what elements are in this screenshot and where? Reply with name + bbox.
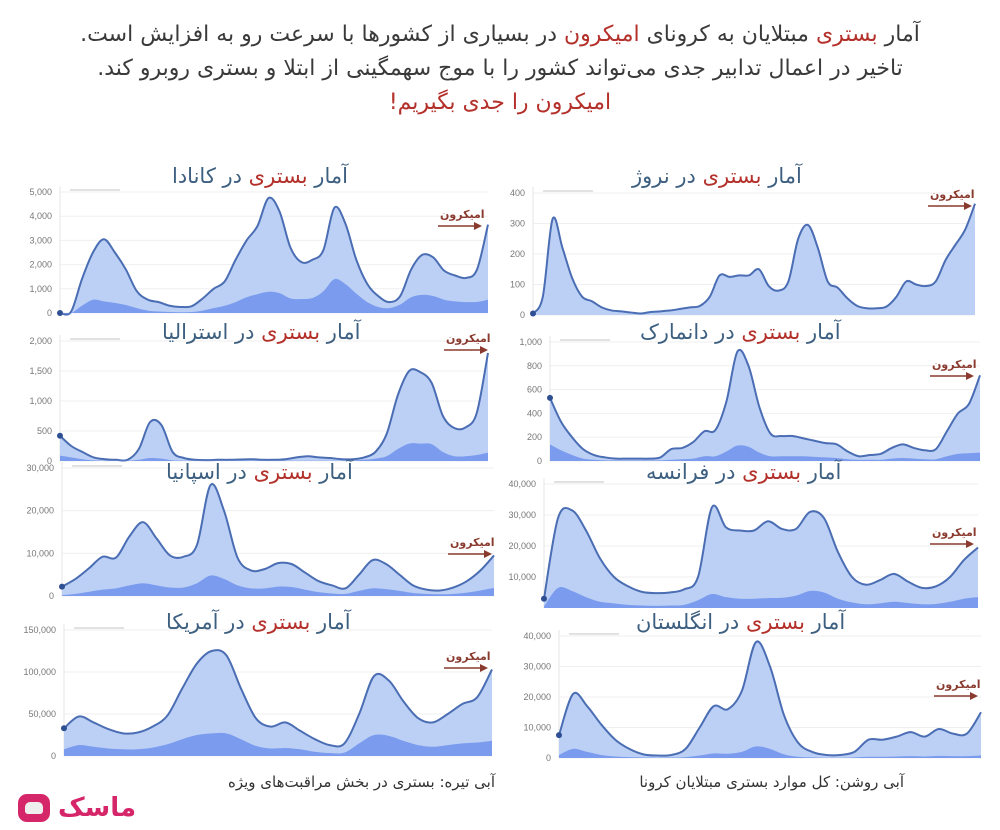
svg-text:0: 0 bbox=[47, 456, 52, 466]
svg-text:3,000: 3,000 bbox=[29, 235, 52, 245]
chart-uk: 0 10,000 20,000 30,000 40,000 آمار بستری در ا… bbox=[500, 604, 1000, 764]
svg-text:30,000: 30,000 bbox=[508, 510, 536, 520]
svg-text:1,000: 1,000 bbox=[29, 396, 52, 406]
total-line bbox=[532, 203, 976, 315]
svg-text:2,000: 2,000 bbox=[29, 336, 52, 346]
total-line bbox=[543, 504, 979, 599]
svg-text:400: 400 bbox=[510, 188, 525, 198]
chart-title: آمار بستری در انگلستان bbox=[636, 610, 846, 634]
total-line bbox=[558, 640, 982, 757]
chart-plot: 0 500 1,000 1,500 2,000 bbox=[29, 335, 489, 466]
chart-france: 10,000 20,000 30,000 40,000 آمار بستری در فر… bbox=[500, 458, 1000, 608]
chart-denmark: 0 200 400 600 800 1,000 آمار بستری در دانمارک ا… bbox=[500, 318, 1000, 466]
chart-title: آمار بستری در نروژ bbox=[632, 164, 802, 188]
svg-text:30,000: 30,000 bbox=[523, 662, 551, 672]
svg-text:200: 200 bbox=[527, 432, 542, 442]
svg-text:0: 0 bbox=[520, 310, 525, 320]
svg-text:50,000: 50,000 bbox=[28, 709, 56, 719]
chart-australia: 0 500 1,000 1,500 2,000 آمار بستری در استرالی… bbox=[0, 318, 495, 466]
omicron-label: امیکرون bbox=[446, 332, 491, 345]
svg-text:150,000: 150,000 bbox=[23, 625, 56, 635]
svg-text:40,000: 40,000 bbox=[508, 479, 536, 489]
legend-dark-blue: آبی تیره: بستری در بخش مراقبت‌های ویژه bbox=[227, 773, 495, 791]
svg-text:40,000: 40,000 bbox=[523, 631, 551, 641]
total-line bbox=[549, 348, 981, 460]
chart-plot: 10,000 20,000 30,000 40,000 bbox=[508, 478, 979, 608]
omicron-label: امیکرون bbox=[932, 358, 977, 371]
svg-text:0: 0 bbox=[47, 308, 52, 318]
headline-line-2: تاخیر در اعمال تدابیر جدی می‌تواند کشور … bbox=[97, 56, 903, 81]
svg-text:1,000: 1,000 bbox=[519, 337, 542, 347]
svg-text:600: 600 bbox=[527, 385, 542, 395]
total-line bbox=[61, 483, 495, 592]
omicron-label: امیکرون bbox=[930, 188, 975, 201]
svg-text:100: 100 bbox=[510, 280, 525, 290]
svg-text:10,000: 10,000 bbox=[508, 572, 536, 582]
chart-title: آمار بستری در آمریکا bbox=[166, 610, 351, 634]
svg-text:4,000: 4,000 bbox=[29, 211, 52, 221]
chart-plot: 0 100 200 300 400 bbox=[510, 187, 976, 320]
total-line bbox=[59, 196, 489, 316]
svg-text:30,000: 30,000 bbox=[26, 463, 54, 473]
chart-plot: 0 10,000 20,000 30,000 bbox=[26, 462, 495, 601]
omicron-label: امیکرون bbox=[936, 678, 981, 691]
mask-icon bbox=[18, 794, 50, 822]
svg-text:1,500: 1,500 bbox=[29, 366, 52, 376]
omicron-label: امیکرون bbox=[440, 208, 485, 221]
svg-text:0: 0 bbox=[546, 753, 551, 763]
chart-title: آمار بستری در استرالیا bbox=[162, 320, 361, 344]
headline: آمار بستری مبتلایان به کرونای امیکرون در… bbox=[0, 18, 1000, 120]
svg-text:400: 400 bbox=[527, 408, 542, 418]
svg-text:800: 800 bbox=[527, 361, 542, 371]
chart-title: آمار بستری در کانادا bbox=[172, 164, 348, 188]
svg-text:20,000: 20,000 bbox=[26, 506, 54, 516]
chart-spain: 0 10,000 20,000 30,000 آمار بستری در اسپانیا… bbox=[0, 458, 495, 603]
omicron-label: امیکرون bbox=[932, 526, 977, 539]
svg-text:10,000: 10,000 bbox=[523, 723, 551, 733]
chart-canada: 0 1,000 2,000 3,000 4,000 5,000 آمار بستری در … bbox=[0, 160, 495, 320]
legend-light-blue: آبی روشن: کل موارد بستری مبتلایان کرونا bbox=[639, 773, 904, 791]
headline-line-1: آمار بستری مبتلایان به کرونای امیکرون در… bbox=[80, 22, 920, 47]
svg-text:0: 0 bbox=[537, 456, 542, 466]
svg-text:10,000: 10,000 bbox=[26, 548, 54, 558]
omicron-label: امیکرون bbox=[446, 650, 491, 663]
omicron-label: امیکرون bbox=[450, 536, 495, 549]
chart-title: آمار بستری در دانمارک bbox=[640, 320, 841, 344]
chart-plot: 0 1,000 2,000 3,000 4,000 5,000 bbox=[29, 186, 489, 318]
total-line bbox=[63, 649, 493, 748]
chart-plot: 0 50,000 100,000 150,000 bbox=[23, 624, 493, 761]
chart-plot: 0 200 400 600 800 1,000 bbox=[519, 336, 981, 466]
total-line bbox=[59, 352, 489, 462]
svg-text:0: 0 bbox=[49, 591, 54, 601]
chart-title: آمار بستری در فرانسه bbox=[646, 460, 842, 484]
svg-text:20,000: 20,000 bbox=[523, 692, 551, 702]
svg-text:500: 500 bbox=[37, 426, 52, 436]
headline-line-3: امیکرون را جدی بگیریم! bbox=[388, 90, 612, 115]
svg-text:0: 0 bbox=[51, 751, 56, 761]
chart-plot: 0 10,000 20,000 30,000 40,000 bbox=[523, 630, 982, 763]
svg-text:100,000: 100,000 bbox=[23, 667, 56, 677]
svg-text:2,000: 2,000 bbox=[29, 260, 52, 270]
svg-text:20,000: 20,000 bbox=[508, 541, 536, 551]
svg-text:300: 300 bbox=[510, 219, 525, 229]
logo: ماسک bbox=[18, 793, 136, 823]
chart-norway: 0 100 200 300 400 آمار بستری در نروژ امیکرون bbox=[500, 160, 1000, 320]
chart-usa: 0 50,000 100,000 150,000 آمار بستری در آمریک… bbox=[0, 604, 495, 764]
logo-text: ماسک bbox=[58, 793, 137, 823]
svg-text:5,000: 5,000 bbox=[29, 187, 52, 197]
svg-text:1,000: 1,000 bbox=[29, 284, 52, 294]
chart-title: آمار بستری در اسپانیا bbox=[166, 460, 353, 484]
svg-text:200: 200 bbox=[510, 249, 525, 259]
